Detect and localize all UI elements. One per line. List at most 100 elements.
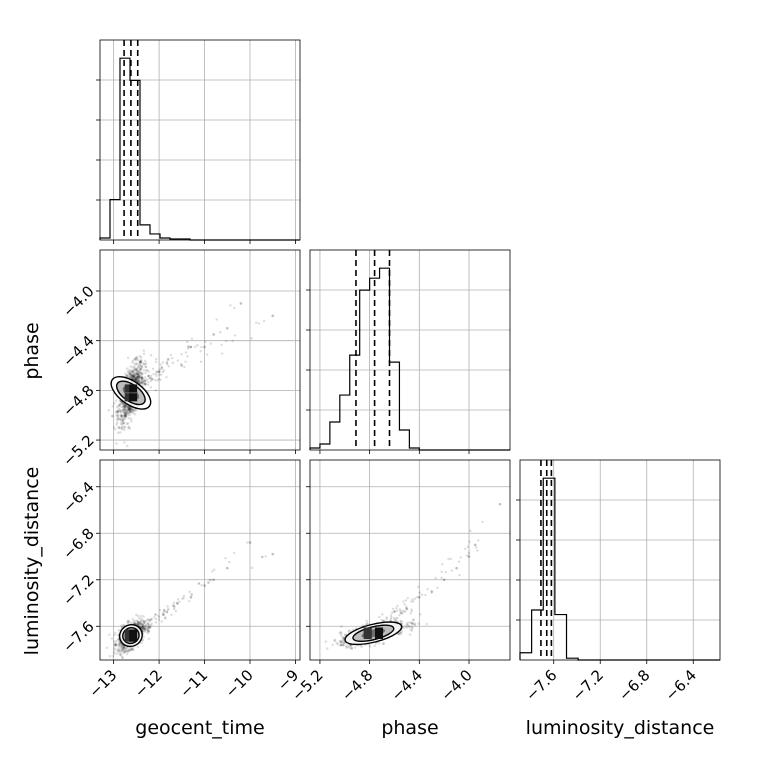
panel-geocent-time-vs-luminosity-distance-tail-point — [200, 584, 203, 587]
panel-geocent-time-vs-luminosity-distance-tail-point — [181, 597, 184, 600]
panel-geocent-time-vs-phase-point — [128, 372, 132, 375]
panel-geocent-time-vs-phase-point — [123, 417, 127, 421]
panel-geocent-time-vs-luminosity-distance-point — [122, 646, 125, 650]
panel-phase-vs-luminosity-distance-point — [413, 622, 417, 626]
panel-geocent-time-vs-phase-point — [139, 358, 143, 362]
panel-geocent-time-vs-phase-point — [137, 378, 140, 382]
panel-geocent-time-vs-phase-point — [133, 375, 137, 379]
panel-geocent-time-vs-luminosity-distance-tail-point — [182, 596, 185, 600]
panel-geocent-time-vs-luminosity-distance-tail-point — [163, 610, 166, 613]
panel-geocent-time-vs-phase-point — [139, 381, 143, 385]
panel-geocent-time-vs-luminosity-distance-tail-point — [147, 624, 151, 628]
panel-geocent-time-vs-phase-point — [139, 367, 142, 371]
panel-geocent-time-vs-luminosity-distance-tail-point — [178, 600, 181, 604]
panel-phase-vs-luminosity-distance-tail-point — [440, 570, 443, 574]
panel-geocent-time-vs-phase-point — [138, 369, 141, 373]
panel-geocent-time-vs-phase-point — [138, 363, 141, 367]
panel-phase-vs-luminosity-distance-tail-point — [398, 614, 401, 617]
panel-phase-vs-luminosity-distance-tail-point — [477, 539, 480, 542]
panel-geocent-time-vs-phase-tail-point — [183, 365, 186, 369]
panel-phase-vs-luminosity-distance-point — [408, 621, 412, 624]
panel-geocent-time-vs-phase-point — [138, 367, 142, 370]
panel-phase-vs-luminosity-distance-tail-point — [390, 616, 393, 619]
panel-geocent-time-vs-luminosity-distance-point — [119, 653, 123, 657]
panel-phase-vs-luminosity-distance-tail-point — [410, 609, 413, 613]
panel-geocent-time-vs-phase-point — [138, 371, 142, 374]
panel-phase-vs-luminosity-distance-tail-point — [441, 563, 444, 566]
panel-phase-vs-luminosity-distance-point — [400, 630, 404, 633]
panel-geocent-time-vs-phase-point — [126, 408, 130, 412]
panel-geocent-time-vs-luminosity-distance-point — [118, 642, 121, 646]
hist-geocent-time-grid — [113, 40, 296, 240]
panel-phase-vs-luminosity-distance-point — [393, 618, 397, 622]
panel-geocent-time-vs-phase-point — [134, 377, 137, 381]
panel-geocent-time-vs-phase-tail-point — [250, 337, 253, 340]
panel-geocent-time-vs-luminosity-distance-point — [147, 625, 151, 629]
panel-geocent-time-vs-phase-point — [117, 404, 120, 407]
panel-geocent-time-vs-phase-point — [137, 380, 140, 384]
panel-geocent-time-vs-phase-point — [124, 405, 127, 409]
panel-geocent-time-vs-phase-point — [115, 418, 119, 421]
panel-phase-vs-luminosity-distance-point — [397, 632, 401, 635]
panel-geocent-time-vs-luminosity-distance-point — [140, 622, 143, 626]
panel-geocent-time-vs-luminosity-distance-point — [147, 630, 150, 634]
panel-geocent-time-vs-phase-point — [129, 408, 132, 411]
xlabel-luminosity-distance: luminosity_distance — [526, 717, 715, 739]
panel-geocent-time-vs-luminosity-distance-point — [121, 649, 125, 652]
panel-geocent-time-vs-phase-tail-point — [166, 362, 169, 366]
panel-geocent-time-vs-phase-tail-point — [144, 383, 147, 386]
panel-geocent-time-vs-phase-point — [120, 405, 124, 409]
panel-geocent-time-vs-phase-point — [134, 377, 137, 381]
panel-geocent-time-vs-phase-point — [141, 382, 145, 385]
panel-geocent-time-vs-phase-point — [127, 407, 131, 410]
panel-geocent-time-vs-luminosity-distance-tail-point — [188, 600, 191, 603]
panel-phase-vs-luminosity-distance-outlier — [455, 566, 458, 570]
panel-geocent-time-vs-phase-tail-point — [165, 375, 168, 379]
panel-geocent-time-vs-phase-point — [125, 422, 129, 426]
panel-geocent-time-vs-luminosity-distance-point — [113, 633, 116, 637]
panel-geocent-time-vs-luminosity-distance-tail-point — [144, 623, 147, 627]
panel-geocent-time-vs-phase-point — [116, 410, 120, 413]
panel-geocent-time-vs-luminosity-distance-point — [139, 622, 143, 626]
panel-geocent-time-vs-phase-point — [129, 372, 132, 375]
panel-phase-vs-luminosity-distance-outlier — [405, 607, 409, 611]
panel-geocent-time-vs-luminosity-distance-point — [118, 640, 121, 644]
hist-geocent-time-step — [99, 57, 300, 241]
panel-geocent-time-vs-luminosity-distance-tail-point — [232, 551, 236, 555]
panel-geocent-time-vs-phase-point — [117, 426, 121, 429]
panel-phase-vs-luminosity-distance-point — [336, 642, 340, 646]
panel-geocent-time-vs-phase-point — [141, 377, 145, 380]
panel-geocent-time-vs-phase-tail-point — [161, 370, 165, 374]
panel-geocent-time-vs-luminosity-distance-tail-point — [206, 581, 210, 584]
panel-phase-vs-luminosity-distance-point — [339, 634, 343, 637]
panel-geocent-time-vs-phase-tail-point — [171, 356, 174, 360]
panel-geocent-time-vs-phase-outlier — [239, 302, 243, 305]
panel-geocent-time-vs-phase-frame — [99, 249, 301, 451]
panel-geocent-time-vs-phase-point — [135, 362, 139, 366]
panel-geocent-time-vs-luminosity-distance-point — [123, 650, 127, 653]
panel-phase-vs-luminosity-distance-point — [344, 644, 348, 648]
panel-geocent-time-vs-luminosity-distance-outlier — [248, 541, 252, 544]
panel-phase-vs-luminosity-distance-point — [410, 621, 413, 625]
panel-geocent-time-vs-phase-point — [129, 370, 132, 373]
panel-geocent-time-vs-phase-point — [132, 408, 135, 412]
panel-geocent-time-vs-phase-point — [127, 405, 131, 409]
panel-phase-vs-luminosity-distance-tail-point — [399, 611, 403, 615]
panel-geocent-time-vs-phase-point — [123, 410, 126, 414]
panel-geocent-time-vs-phase-point — [141, 378, 144, 382]
panel-geocent-time-vs-phase-point — [125, 408, 128, 412]
panel-geocent-time-vs-phase-point — [119, 410, 122, 414]
panel-geocent-time-vs-phase-tail-point — [187, 345, 190, 349]
panel-geocent-time-vs-phase-point — [120, 418, 123, 422]
panel-phase-vs-luminosity-distance-outlier — [498, 502, 502, 506]
panel-geocent-time-vs-phase-tail-point — [186, 355, 189, 358]
panel-geocent-time-vs-phase-point — [132, 408, 136, 412]
panel-phase-vs-luminosity-distance-point — [338, 631, 342, 635]
panel-geocent-time-vs-phase-point — [131, 374, 135, 378]
panel-geocent-time-vs-luminosity-distance-point — [147, 637, 151, 641]
ytick-label-phase: −4.8 — [59, 382, 97, 420]
panel-geocent-time-vs-luminosity-distance-point — [122, 623, 125, 627]
panel-phase-vs-luminosity-distance-point — [399, 631, 403, 635]
panel-geocent-time-vs-phase-tail-point — [140, 381, 143, 385]
panel-geocent-time-vs-luminosity-distance-tail-point — [176, 602, 179, 606]
